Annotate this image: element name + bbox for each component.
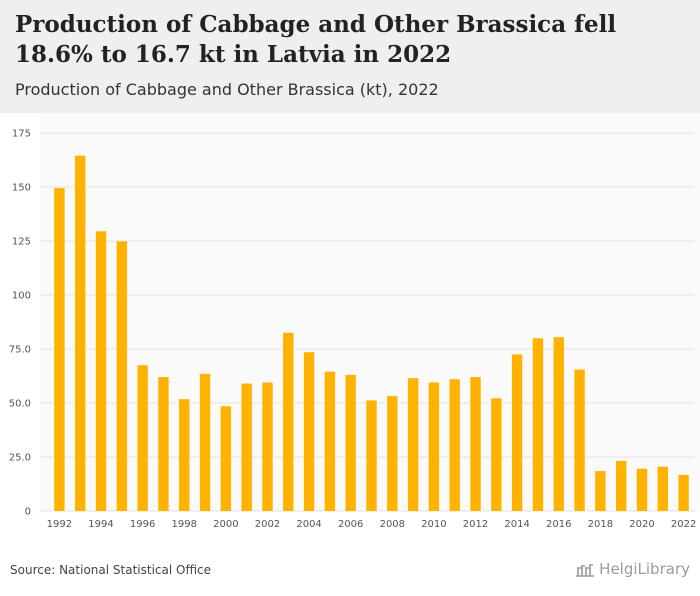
y-tick-label: 125 bbox=[12, 237, 31, 248]
x-tick-label: 2016 bbox=[546, 519, 571, 530]
y-axis-ticks: 0 25.0 50.0 75.0 100 125 150 175 bbox=[9, 129, 31, 518]
x-tick-label: 2018 bbox=[588, 519, 613, 530]
bar-1994 bbox=[95, 231, 107, 511]
bar-2015 bbox=[532, 338, 544, 511]
bar-1999 bbox=[199, 373, 211, 511]
brand-name: HelgiLibrary bbox=[599, 560, 690, 578]
bar-2010 bbox=[428, 382, 440, 511]
bar-2014 bbox=[511, 354, 523, 511]
bar-2005 bbox=[324, 371, 336, 511]
x-axis-ticks: 1992 1994 1996 1998 2000 2002 2004 2006 2008 2010… bbox=[47, 519, 697, 530]
bar-1995 bbox=[116, 241, 128, 511]
brand-logo[interactable]: HelgiLibrary bbox=[575, 560, 690, 578]
x-tick-label: 2000 bbox=[213, 519, 238, 530]
chart-subtitle: Production of Cabbage and Other Brassica… bbox=[15, 80, 439, 99]
bar-2012 bbox=[470, 377, 481, 511]
bar-2013 bbox=[491, 398, 502, 511]
bar-2016 bbox=[553, 337, 564, 511]
x-tick-label: 2006 bbox=[338, 519, 363, 530]
bar-2011 bbox=[449, 379, 460, 511]
bar-1996 bbox=[137, 365, 148, 511]
bar-2008 bbox=[387, 396, 398, 511]
bar-2006 bbox=[345, 374, 356, 511]
bar-2000 bbox=[220, 406, 232, 511]
x-tick-label: 2004 bbox=[296, 519, 321, 530]
x-tick-label: 2010 bbox=[421, 519, 446, 530]
y-tick-label: 175 bbox=[12, 129, 31, 140]
bar-2019 bbox=[615, 460, 627, 511]
bar-2002 bbox=[262, 382, 273, 511]
x-tick-label: 2008 bbox=[380, 519, 405, 530]
bar-2004 bbox=[303, 352, 315, 511]
source-note: Source: National Statistical Office bbox=[10, 563, 212, 577]
bar-2022 bbox=[678, 474, 689, 511]
x-tick-label: 2022 bbox=[671, 519, 696, 530]
y-tick-label: 50.0 bbox=[9, 399, 31, 410]
x-tick-label: 2020 bbox=[629, 519, 654, 530]
x-tick-label: 2002 bbox=[255, 519, 280, 530]
bar-1998 bbox=[179, 399, 190, 511]
bar-1997 bbox=[158, 377, 169, 511]
y-tick-label: 100 bbox=[12, 291, 31, 302]
chart-title: Production of Cabbage and Other Brassica… bbox=[15, 11, 617, 68]
bar-1992 bbox=[54, 188, 65, 511]
bar-2009 bbox=[407, 378, 419, 511]
bar-1993 bbox=[75, 155, 86, 511]
library-building-icon bbox=[576, 564, 595, 577]
x-tick-label: 2012 bbox=[463, 519, 488, 530]
bar-2021 bbox=[657, 466, 668, 511]
y-tick-label: 0 bbox=[25, 507, 31, 518]
bar-2018 bbox=[595, 471, 606, 511]
bar-2003 bbox=[283, 332, 294, 511]
header-band: Production of Cabbage and Other Brassica… bbox=[0, 0, 700, 113]
x-tick-label: 2014 bbox=[504, 519, 529, 530]
y-tick-label: 25.0 bbox=[9, 453, 31, 464]
bar-2017 bbox=[574, 369, 585, 511]
y-tick-label: 150 bbox=[12, 183, 31, 194]
bars bbox=[54, 155, 689, 511]
bar-2020 bbox=[636, 468, 648, 511]
bar-2007 bbox=[366, 400, 377, 511]
y-tick-label: 75.0 bbox=[9, 345, 31, 356]
x-tick-label: 1996 bbox=[130, 519, 155, 530]
x-tick-label: 1994 bbox=[88, 519, 113, 530]
x-tick-label: 1992 bbox=[47, 519, 72, 530]
bar-2001 bbox=[241, 383, 252, 511]
x-tick-label: 1998 bbox=[172, 519, 197, 530]
